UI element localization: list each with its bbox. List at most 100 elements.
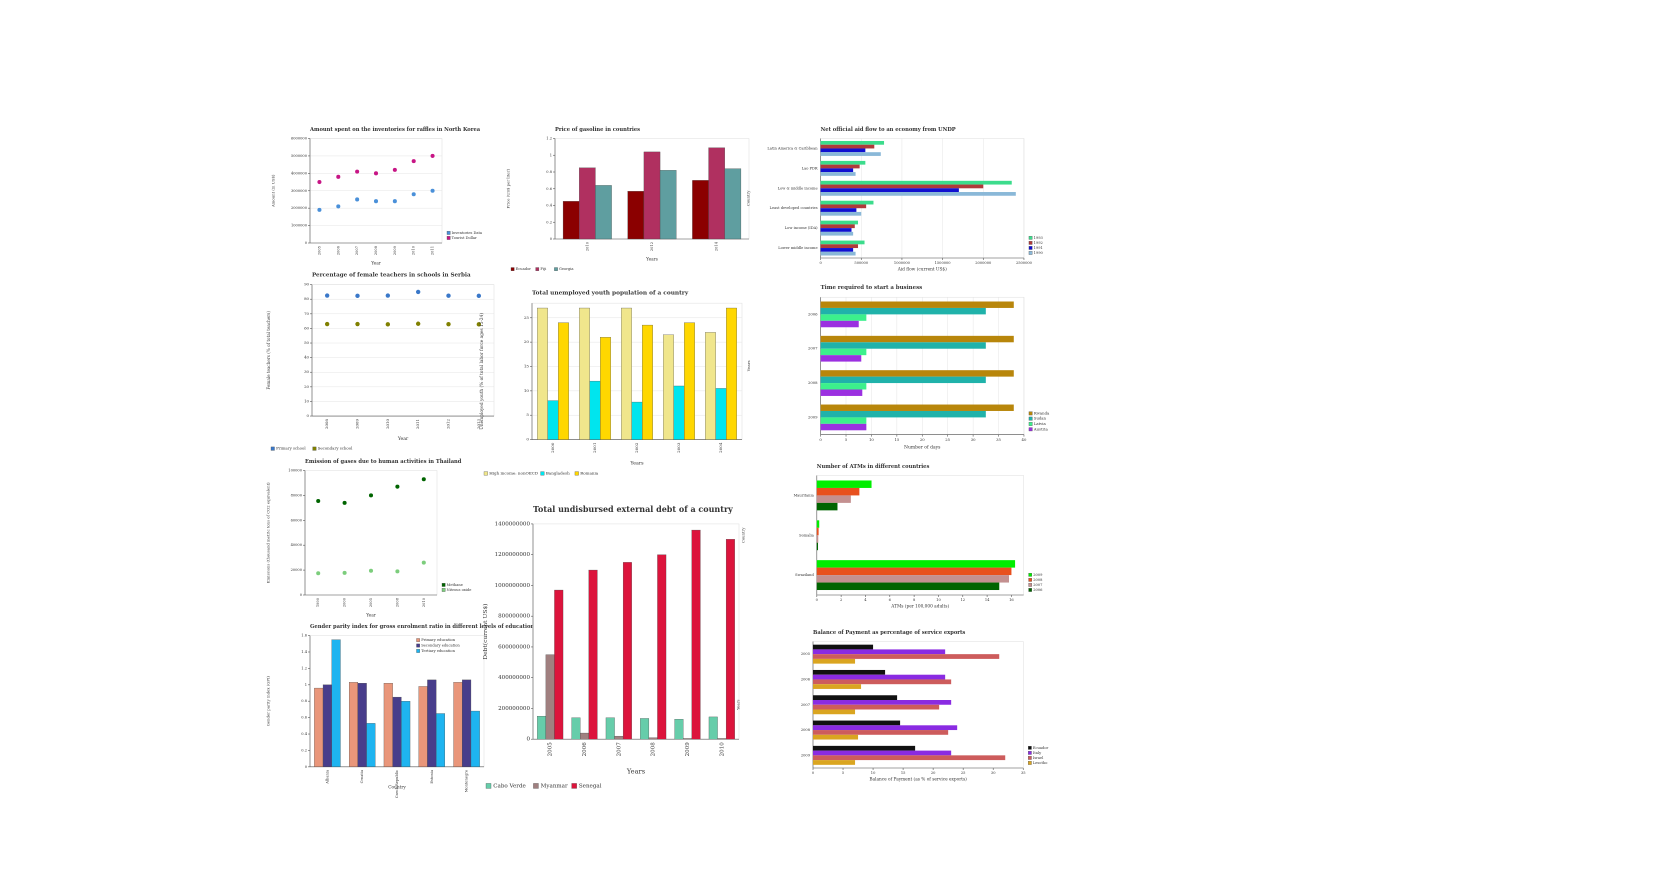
legend-swatch [446, 231, 451, 235]
y-tick-label: 0.4 [301, 732, 307, 736]
bar [813, 695, 898, 701]
bar [659, 170, 677, 240]
bar [627, 191, 645, 240]
legend-label: Lesotho [1033, 761, 1047, 765]
legend-swatch [1028, 756, 1032, 760]
bar [708, 716, 718, 740]
point [446, 293, 451, 298]
bar [816, 575, 1010, 583]
bar [562, 201, 580, 240]
bar [816, 542, 819, 551]
bar [820, 248, 854, 252]
bar [580, 732, 589, 740]
y-tick-label: 1.2 [301, 666, 307, 670]
bar [820, 404, 1014, 411]
x-tick-label: 35 [1021, 771, 1026, 775]
x-tick-label: 1500000 [935, 261, 952, 265]
y-tick-label: 60 [304, 325, 309, 330]
y-axis-label: Price (US$ per liter) [506, 169, 511, 209]
y-tick-label: 0.6 [301, 716, 307, 720]
x-tick-label: 2010 [585, 241, 589, 251]
legend-label: Rwanda [1034, 410, 1050, 415]
point [355, 169, 360, 174]
x-tick-label: 40 [1022, 437, 1027, 442]
bar [820, 148, 866, 153]
bar [820, 160, 866, 165]
bar [820, 211, 862, 216]
chart-title: Balance of Payment as percentage of serv… [813, 630, 965, 636]
bar [401, 701, 411, 767]
bar [813, 704, 940, 710]
x-axis-label: Aid flow (current US$) [897, 268, 947, 273]
y-tick-label: 1 [305, 683, 307, 687]
bar [418, 686, 428, 767]
bar [705, 332, 716, 440]
y-tick-label: 2009 [801, 753, 811, 757]
x-tick-label: 2008 [651, 742, 657, 757]
plot-frame [820, 138, 1025, 259]
legend-swatch [1028, 578, 1032, 582]
bar [595, 185, 612, 240]
x-tick-label: 0 [816, 598, 819, 602]
x-axis-label: Balance of Payment (as % of service expo… [869, 778, 967, 783]
y-tick-label: Swaziland [795, 573, 814, 577]
x-tick-label: 2009 [685, 742, 691, 757]
y-tick-label: 1.4 [301, 650, 307, 654]
point [395, 484, 400, 489]
bar [314, 687, 324, 767]
bar [820, 188, 959, 193]
x-tick-label: 20 [931, 771, 936, 775]
y-tick-label: 2008 [808, 380, 818, 385]
legend-label: Romania [580, 470, 599, 475]
point [421, 477, 426, 482]
bar [631, 401, 643, 440]
bar [813, 720, 901, 726]
y-tick-label: 80000 [291, 493, 303, 497]
y-tick-label: 2000000 [291, 206, 308, 210]
legend-swatch [1028, 416, 1033, 421]
x-tick-label: 2002 [634, 442, 639, 453]
bar [816, 582, 1000, 591]
bar [621, 307, 632, 440]
bar [462, 679, 472, 767]
bar [726, 307, 737, 440]
y-tick-label: 1.2 [546, 137, 552, 141]
point [317, 207, 322, 212]
x-tick-label: 0 [812, 771, 815, 775]
legend-label: 1992 [1034, 241, 1043, 245]
legend-swatch [1028, 251, 1033, 255]
legend-swatch [1028, 573, 1032, 577]
y-tick-label: 0 [300, 593, 303, 597]
bar [547, 400, 559, 440]
y-tick-label: 80 [304, 296, 309, 301]
y-axis-label: Years [736, 699, 741, 711]
chart-title: Price of gasoline in countries [555, 127, 640, 133]
bar [816, 480, 872, 488]
x-tick-label: 2004 [718, 442, 723, 453]
legend-label: 1993 [1034, 236, 1044, 240]
point [446, 321, 451, 327]
bar [820, 423, 867, 431]
point [324, 321, 330, 327]
y-tick-label: 0.8 [546, 170, 552, 174]
y-tick-label: 40000 [291, 543, 303, 547]
bar [725, 539, 735, 740]
bar [673, 385, 685, 440]
x-tick-label: 1990 [316, 597, 320, 607]
x-tick-label: 2008 [324, 419, 329, 429]
bar [589, 380, 601, 440]
bar [554, 589, 564, 740]
legend-label: 2009 [1033, 573, 1043, 577]
x-tick-label: 2013 [476, 419, 481, 429]
x-tick-label: 35 [996, 437, 1001, 442]
x-tick-label: 2003 [676, 442, 681, 453]
y-tick-label: 70 [304, 311, 309, 316]
bar [816, 502, 838, 511]
bar [558, 322, 569, 440]
bar [708, 147, 725, 240]
bar [820, 370, 1014, 377]
bar [820, 389, 863, 396]
legend-swatch [446, 236, 451, 240]
chart-title: Number of ATMs in different countries [817, 464, 930, 470]
